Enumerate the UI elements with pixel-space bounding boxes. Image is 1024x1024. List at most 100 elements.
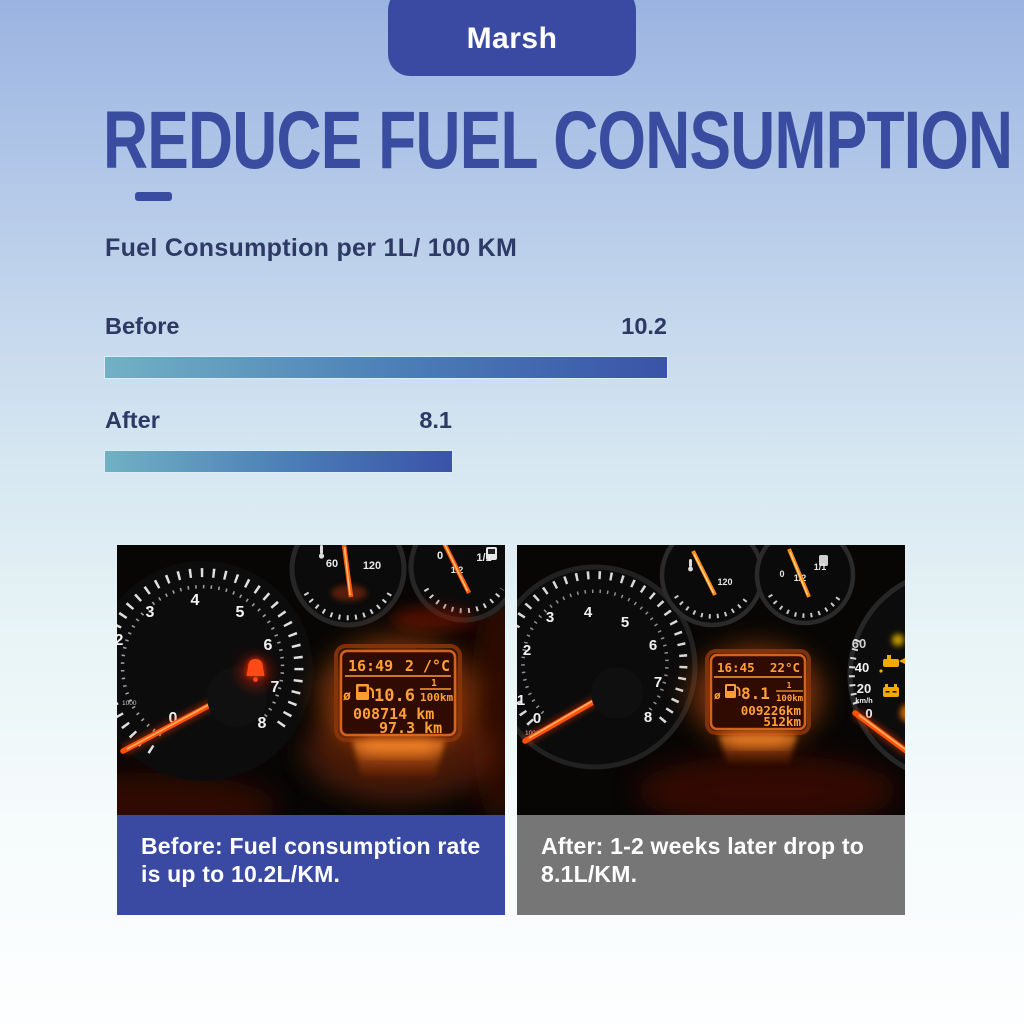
- tach-number: 6: [649, 637, 657, 654]
- lcd-odometer: 009226km: [741, 703, 802, 718]
- comparison-section: 2 3 4 5 6 7 8 0 1000: [117, 545, 905, 915]
- bar-after: [105, 451, 452, 472]
- tach-number: 1: [517, 692, 525, 709]
- fuel-gauge: 0 1/2 1/1: [391, 545, 505, 631]
- bar-value-before: 10.2: [621, 313, 667, 339]
- tach-number: 2: [117, 632, 124, 649]
- fuel-pump-icon-window: [488, 549, 495, 554]
- tach-number: 2: [523, 642, 531, 659]
- lcd-avg-symbol: ø: [714, 689, 721, 702]
- lcd-unit-numerator: 1: [787, 681, 792, 690]
- tach-hub: [591, 667, 643, 719]
- speedometer-gauge: 60 40 20 0 km/h: [847, 579, 905, 771]
- tach-number: 4: [584, 604, 593, 621]
- lcd-screen: [709, 653, 807, 731]
- speedo-unit-label: km/h: [855, 696, 873, 705]
- lcd-unit-numerator: 1: [431, 678, 437, 689]
- fuel-needle-highlight: [789, 551, 809, 596]
- lcd-screen: [339, 649, 457, 737]
- temp-label: 60: [326, 558, 338, 570]
- bar-label-before: Before: [105, 313, 180, 339]
- tach-number: 8: [644, 709, 652, 726]
- bar-before: [105, 357, 667, 378]
- fuel-gauge: 0 1/2 1/1: [754, 545, 856, 626]
- tach-x1000-label: 1000: [122, 700, 137, 707]
- lcd-clock: 16:45: [717, 660, 755, 675]
- tach-number: 5: [236, 604, 245, 621]
- temp-label: 120: [717, 577, 732, 587]
- speedo-ticks: [848, 638, 861, 712]
- thermometer-icon: [320, 545, 323, 554]
- lcd-display: 16:45 22°C ø 8.1 1 100km 009226km 512km: [691, 645, 823, 763]
- speedo-number: 60: [852, 636, 866, 651]
- before-panel: 2 3 4 5 6 7 8 0 1000: [117, 545, 505, 915]
- fuel-label: 1/1: [814, 562, 827, 572]
- battery-warning-icon: [883, 684, 899, 697]
- tach-number: 5: [621, 614, 629, 631]
- chart-title: Fuel Consumption per 1L/ 100 KM: [105, 234, 518, 262]
- speedo-needle-highlight: [858, 714, 905, 751]
- lcd-consumption-value: 10.6: [374, 686, 415, 706]
- warning-bell-icon: [240, 657, 270, 687]
- lcd-trip: 97.3 km: [379, 719, 442, 737]
- lcd-display: 16:49 2 /°C ø 10.6 1 100km 008714 km 97.…: [318, 637, 478, 777]
- bar-label-after: After: [105, 407, 160, 433]
- ambient-red-glow: [637, 755, 897, 815]
- tach-number: 7: [654, 674, 662, 691]
- fuel-gauge-red-glow: [391, 607, 475, 631]
- tach-number: 8: [258, 715, 267, 732]
- lcd-temperature: 2 /°C: [405, 657, 450, 675]
- tach-number: 0: [533, 710, 541, 727]
- tach-number: 6: [264, 637, 273, 654]
- lcd-avg-symbol: ø: [343, 689, 351, 704]
- lcd-temperature: 22°C: [770, 660, 800, 675]
- temperature-gauge: 60 120: [289, 545, 407, 628]
- fuel-pump-icon: [819, 555, 828, 566]
- ambient-red-glow: [117, 773, 277, 815]
- lcd-bottom-glow-core: [363, 741, 433, 753]
- lcd-fuel-pump-icon: [356, 684, 375, 700]
- tach-number: 4: [191, 592, 200, 609]
- speedo-number: 20: [857, 681, 871, 696]
- lcd-unit-denominator: 100km: [420, 691, 453, 704]
- bar-value-after: 8.1: [419, 407, 452, 433]
- fuel-needle-highlight: [444, 545, 469, 592]
- tach-number: 7: [271, 679, 280, 696]
- fuel-label: 0: [437, 550, 443, 562]
- tach-minor-ticks: [521, 589, 669, 716]
- tach-number: 3: [146, 604, 155, 621]
- tachometer-gauge: 2 3 4 5 6 7 8 0 1000: [117, 561, 313, 781]
- temp-ticks: [303, 591, 393, 621]
- fuel-label: 0: [779, 569, 784, 579]
- page-title: REDUCE FUEL CONSUMPTION: [103, 95, 1013, 186]
- lcd-consumption-value: 8.1: [741, 684, 770, 703]
- temperature-gauge: 120: [659, 545, 765, 628]
- lcd-trip: 512km: [763, 714, 801, 729]
- lcd-outer-frame: [705, 649, 811, 735]
- brand-badge-label: Marsh: [466, 22, 558, 55]
- lcd-fuel-pump-icon: [725, 684, 741, 698]
- indicator-lamp: [892, 634, 904, 646]
- dashboard-photo-after: 0 1 2 3 4 5 6 7 8 1000: [517, 545, 905, 815]
- thermometer-icon-bulb: [318, 553, 325, 559]
- temp-needle-highlight: [343, 546, 351, 596]
- after-caption: After: 1-2 weeks later drop to 8.1L/KM.: [517, 815, 905, 915]
- speedo-number: 0: [865, 706, 872, 721]
- temp-label: 120: [363, 560, 381, 572]
- before-caption: Before: Fuel consumption rate is up to 1…: [117, 815, 505, 915]
- lcd-unit-denominator: 100km: [776, 694, 804, 704]
- lcd-bottom-glow-core: [729, 735, 787, 745]
- lcd-odometer: 008714 km: [353, 705, 434, 723]
- bar-row-after: After 8.1: [105, 407, 452, 434]
- thermometer-icon-bulb: [688, 566, 693, 572]
- lcd-clock: 16:49: [348, 657, 393, 675]
- lcd-outer-frame: [334, 644, 462, 742]
- oil-warning-icon: [879, 655, 905, 673]
- tachometer-gauge: 0 1 2 3 4 5 6 7 8 1000: [517, 564, 698, 770]
- dashboard-photo-before: 2 3 4 5 6 7 8 0 1000: [117, 545, 505, 815]
- bar-row-before: Before 10.2: [105, 313, 667, 340]
- tach-number: 3: [546, 609, 554, 626]
- after-panel: 0 1 2 3 4 5 6 7 8 1000: [517, 545, 905, 915]
- title-underline: [135, 192, 172, 201]
